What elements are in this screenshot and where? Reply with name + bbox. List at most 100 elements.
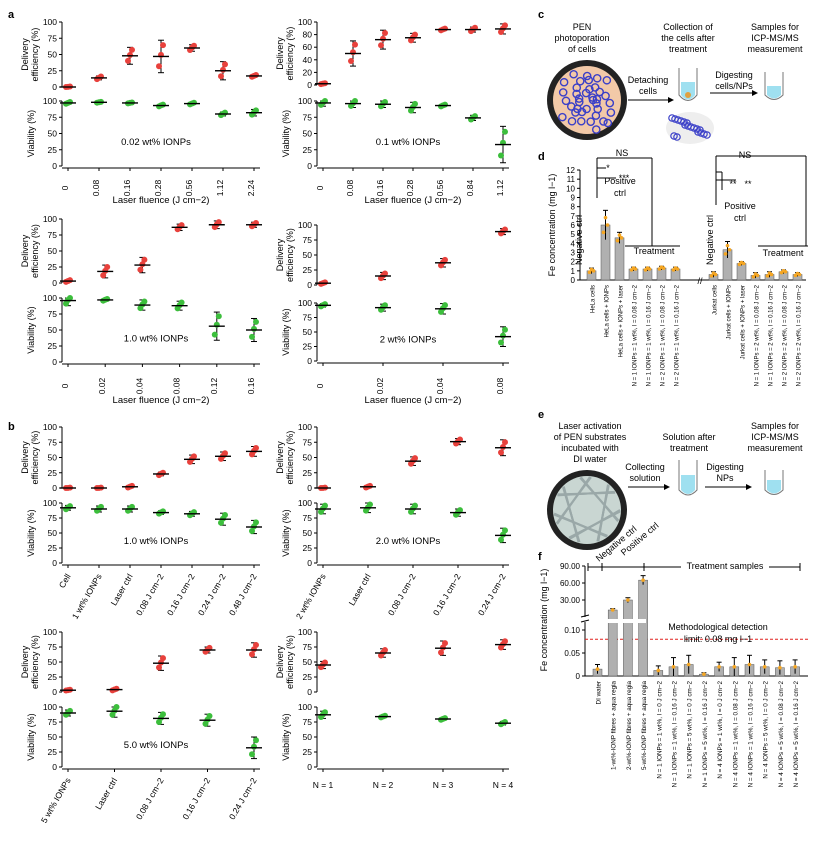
f-x-tick-label: N = 1 IONPs = 1 wt%, l = 0.16 J cm−2 bbox=[672, 681, 679, 788]
f-x-tick-label: N = 1 IONPs = 1 wt%, l = 0 J cm−2 bbox=[656, 681, 663, 779]
c-end-line: Samples for bbox=[751, 22, 799, 32]
c-cell bbox=[592, 99, 601, 108]
a3-delivery-point bbox=[139, 261, 146, 268]
a3-delivery-point bbox=[137, 266, 144, 273]
a3-delivery-tick-label: 75 bbox=[48, 230, 58, 240]
b1-x-tick-label: Cell bbox=[57, 572, 73, 590]
b4-viability-tick-label: 100 bbox=[298, 702, 312, 712]
a2-delivery-point bbox=[382, 30, 388, 37]
c-cell bbox=[601, 91, 610, 101]
e-fibre bbox=[553, 512, 608, 538]
f-x-tick-label: DI water bbox=[596, 681, 603, 704]
b2-title: 2.0 wt% IONPs bbox=[376, 536, 441, 547]
b3-viability-tick-label: 25 bbox=[48, 747, 58, 757]
f-x-tick-label: N = 1 IONPs = 5 wt%, l = 0 J cm−2 bbox=[687, 681, 694, 779]
f-bar-dot bbox=[732, 665, 737, 669]
a2-delivery-axis-label: efficiency (%) bbox=[285, 27, 295, 81]
c-cell bbox=[576, 116, 586, 126]
a2-delivery-tick-label: 0 bbox=[307, 80, 312, 90]
b3-delivery-point bbox=[251, 646, 257, 653]
b4-x-tick-label: N = 4 bbox=[493, 780, 514, 790]
a3-x-tick-label: 0.04 bbox=[134, 377, 144, 394]
a1-viability-tick-label: 100 bbox=[43, 96, 57, 106]
c-step1: Detaching bbox=[628, 75, 669, 85]
d-bar-dot bbox=[751, 274, 756, 279]
a2-delivery-tick-label: 60 bbox=[303, 42, 313, 52]
b1-delivery-axis-label: efficiency (%) bbox=[30, 431, 40, 485]
f-bar-dot bbox=[641, 578, 645, 582]
f-x-tick-label: N = 1 IONPs = 5 wt%, l = 0.16 J cm−2 bbox=[702, 681, 709, 788]
a4-x-axis-label: Laser fluence (J cm−2) bbox=[365, 395, 462, 406]
c-cell bbox=[569, 69, 578, 79]
b3-delivery-point bbox=[156, 664, 162, 671]
d-x-tick-label: Jurkat cells + IONPs + laser bbox=[741, 285, 747, 359]
f-detection-label: limit: 0.08 mg l−1 bbox=[684, 634, 752, 644]
d-bar-dot bbox=[723, 252, 728, 256]
b1-delivery-tick-label: 25 bbox=[48, 468, 58, 478]
a4-viability-tick-label: 25 bbox=[303, 342, 313, 352]
d-negative-label: Negative ctrl bbox=[574, 215, 584, 265]
d-axis-break: // bbox=[697, 276, 703, 286]
f-x-tick-label: N = 4 IONPs = 5 wt%, l = 0 J cm−2 bbox=[763, 681, 770, 779]
a1-x-tick-label: 2.24 bbox=[246, 179, 256, 196]
d-x-tick-label: N = 2 IONPs = 2 wt%, l = 0.08 J cm−2 bbox=[783, 284, 789, 386]
d-bar-dot bbox=[781, 269, 786, 273]
a4-x-tick-label: 0 bbox=[315, 383, 325, 388]
b3-delivery-tick-label: 25 bbox=[48, 672, 58, 682]
e-fibre bbox=[555, 476, 592, 524]
a3-delivery-tick-label: 100 bbox=[43, 214, 57, 224]
d-y-tick-label: 1 bbox=[571, 267, 576, 276]
b1-delivery-tick-label: 0 bbox=[52, 483, 57, 493]
c-tube1 bbox=[678, 68, 698, 101]
b2-viability-point bbox=[498, 536, 504, 543]
d-bar-dot bbox=[589, 267, 594, 272]
d-x-tick-label: HeLa cells bbox=[591, 285, 597, 313]
b3-x-tick-label: 0.24 J cm−2 bbox=[227, 776, 259, 822]
a2-delivery-tick-label: 80 bbox=[303, 30, 313, 40]
a3-x-tick-label: 0.16 bbox=[246, 377, 256, 394]
c-tube2 bbox=[764, 72, 784, 100]
b2-viability-tick-label: 0 bbox=[307, 558, 312, 568]
b1-delivery-axis-label: Delivery bbox=[20, 441, 30, 474]
b1-viability-tick-label: 25 bbox=[48, 543, 58, 553]
b2-delivery-point bbox=[502, 439, 508, 446]
b1-x-tick-label: 0.48 J cm−2 bbox=[227, 572, 259, 618]
b4-viability-tick-label: 50 bbox=[303, 732, 313, 742]
a2-x-tick-label: 0.08 bbox=[345, 179, 355, 196]
b3-x-tick-label: 5 wt% IONPs bbox=[39, 776, 73, 825]
e-fibre bbox=[596, 485, 610, 542]
b1-x-tick-label: Laser ctrl bbox=[109, 572, 135, 607]
a2-viability-point bbox=[498, 152, 504, 159]
b2-delivery-axis-label: efficiency (%) bbox=[285, 431, 295, 485]
e-fibre bbox=[568, 510, 621, 539]
e-fibre bbox=[557, 491, 616, 496]
c-step2: Digesting bbox=[715, 70, 753, 80]
e-step2: Digesting bbox=[706, 462, 744, 472]
d-x-tick-label: Jurkat cells + IONPs bbox=[727, 285, 733, 340]
d-y-tick-label: 4 bbox=[571, 239, 576, 248]
d-x-tick-label: HeLa cells + IONPs + laser bbox=[619, 285, 625, 357]
b2-viability-tick-label: 25 bbox=[303, 543, 313, 553]
b3-delivery-axis-label: efficiency (%) bbox=[30, 635, 40, 689]
a4-viability-point bbox=[502, 326, 508, 333]
a2-x-tick-label: 0.56 bbox=[435, 179, 445, 196]
b2-x-tick-label: 0.08 J cm−2 bbox=[386, 572, 418, 618]
a2-x-axis-label: Laser fluence (J cm−2) bbox=[365, 195, 462, 206]
a4-delivery-tick-label: 50 bbox=[303, 250, 313, 260]
d-y-axis-label: Fe concentration (mg l−1) bbox=[547, 174, 557, 277]
a4-delivery-axis-label: efficiency (%) bbox=[285, 228, 295, 282]
a1-viability-tick-label: 0 bbox=[52, 161, 57, 171]
d-x-tick-label: N = 2 IONPs = 1 wt%, l = 0.08 J cm−2 bbox=[661, 284, 667, 386]
b3-viability-axis-label: Viability (%) bbox=[26, 713, 36, 760]
b1-title: 1.0 wt% IONPs bbox=[124, 536, 189, 547]
d-bar-dot bbox=[727, 247, 732, 252]
c-cell bbox=[559, 77, 569, 87]
d-star: *** bbox=[619, 173, 630, 183]
a2-delivery-axis-label: Delivery bbox=[275, 37, 285, 70]
a2-x-tick-label: 1.12 bbox=[495, 179, 505, 196]
f-y-tick-label: 90.00 bbox=[560, 562, 581, 571]
e-step2: NPs bbox=[716, 473, 734, 483]
c-cell bbox=[592, 94, 602, 104]
b2-viability-tick-label: 75 bbox=[303, 513, 313, 523]
